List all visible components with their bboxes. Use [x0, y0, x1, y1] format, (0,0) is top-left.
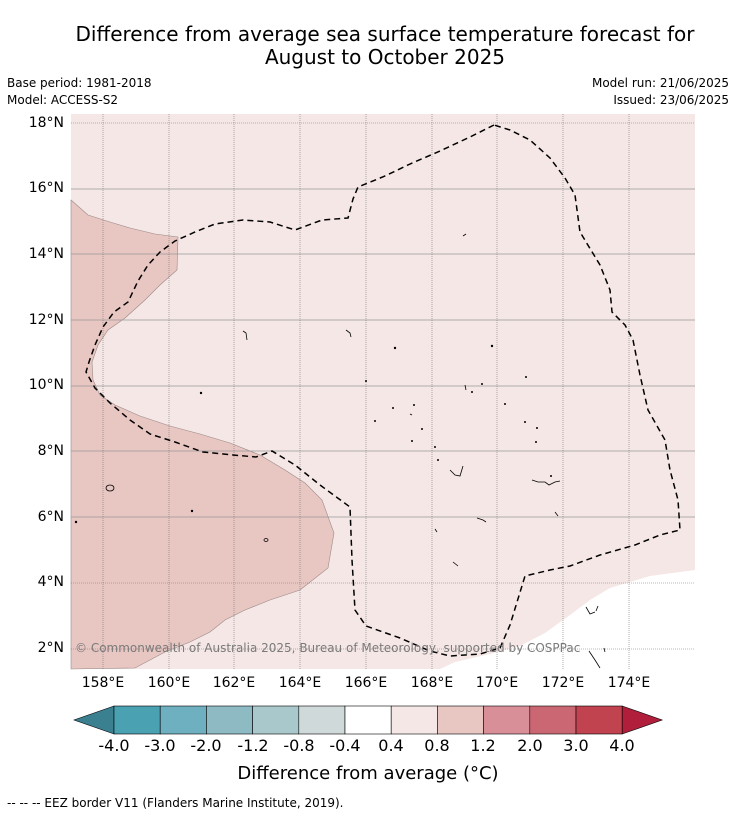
colorbar-tick-label: -1.2 — [237, 736, 269, 755]
colorbar-extend-low — [73, 705, 115, 735]
colorbar-swatch — [159, 705, 207, 735]
colorbar-swatch — [529, 705, 577, 735]
colorbar-swatch — [252, 705, 300, 735]
eez-border — [85, 124, 681, 657]
lat-label: 10°N — [28, 377, 64, 393]
colorbar-extend-high — [621, 705, 664, 735]
lon-label: 160°E — [147, 675, 191, 691]
lon-label: 166°E — [344, 675, 388, 691]
lon-label: 164°E — [278, 675, 322, 691]
colorbar-tick-label: 1.2 — [470, 736, 496, 755]
lon-label: 162°E — [212, 675, 256, 691]
colorbar-tick-label: 0.8 — [424, 736, 450, 755]
lon-label: 174°E — [607, 675, 651, 691]
lon-label: 158°E — [81, 675, 125, 691]
colorbar-tick-label: -3.0 — [144, 736, 176, 755]
lat-label: 18°N — [28, 115, 64, 131]
colorbar-swatch — [575, 705, 623, 735]
map-anomaly-0.8-1.2 — [70, 199, 335, 670]
graticule — [71, 114, 695, 669]
colorbar-tick-label: 2.0 — [517, 736, 543, 755]
lat-label: 4°N — [37, 574, 64, 590]
colorbar-tick-label: -0.8 — [283, 736, 315, 755]
colorbar-swatch — [483, 705, 531, 735]
colorbar-tick-label: -2.0 — [190, 736, 222, 755]
colorbar-swatch — [298, 705, 346, 735]
lon-label: 170°E — [475, 675, 519, 691]
colorbar-tick-label: -4.0 — [98, 736, 130, 755]
lat-label: 8°N — [37, 443, 64, 459]
lat-label: 16°N — [28, 180, 64, 196]
copyright-notice: © Commonwealth of Australia 2025, Bureau… — [75, 641, 581, 655]
lat-label: 12°N — [28, 312, 64, 328]
lon-label: 168°E — [410, 675, 454, 691]
issued-date: Issued: 23/06/2025 — [613, 93, 729, 107]
islands — [74, 233, 606, 669]
lat-label: 14°N — [28, 246, 64, 262]
colorbar-swatch — [437, 705, 484, 735]
colorbar — [73, 705, 664, 735]
no-anomaly-region — [440, 570, 695, 669]
model-run: Model run: 21/06/2025 — [591, 76, 729, 90]
colorbar-tick-label: 0.4 — [378, 736, 404, 755]
colorbar-swatch — [206, 705, 253, 735]
title-line-2: August to October 2025 — [264, 45, 506, 69]
lon-label: 172°E — [541, 675, 585, 691]
base-period: Base period: 1981-2018 — [7, 76, 152, 90]
colorbar-swatch — [344, 705, 392, 735]
title-line-1: Difference from average sea surface temp… — [75, 22, 695, 46]
colorbar-tick-label: 3.0 — [563, 736, 589, 755]
lat-label: 6°N — [37, 509, 64, 525]
colorbar-tick-label: 4.0 — [609, 736, 635, 755]
eez-legend-note: -- -- -- EEZ border V11 (Flanders Marine… — [7, 796, 344, 810]
colorbar-swatch — [113, 705, 161, 735]
lat-label: 2°N — [37, 640, 64, 656]
colorbar-tick-label: -0.4 — [329, 736, 361, 755]
colorbar-title: Difference from average (°C) — [237, 763, 499, 784]
model-name: Model: ACCESS-S2 — [7, 93, 119, 107]
colorbar-swatch — [390, 705, 438, 735]
